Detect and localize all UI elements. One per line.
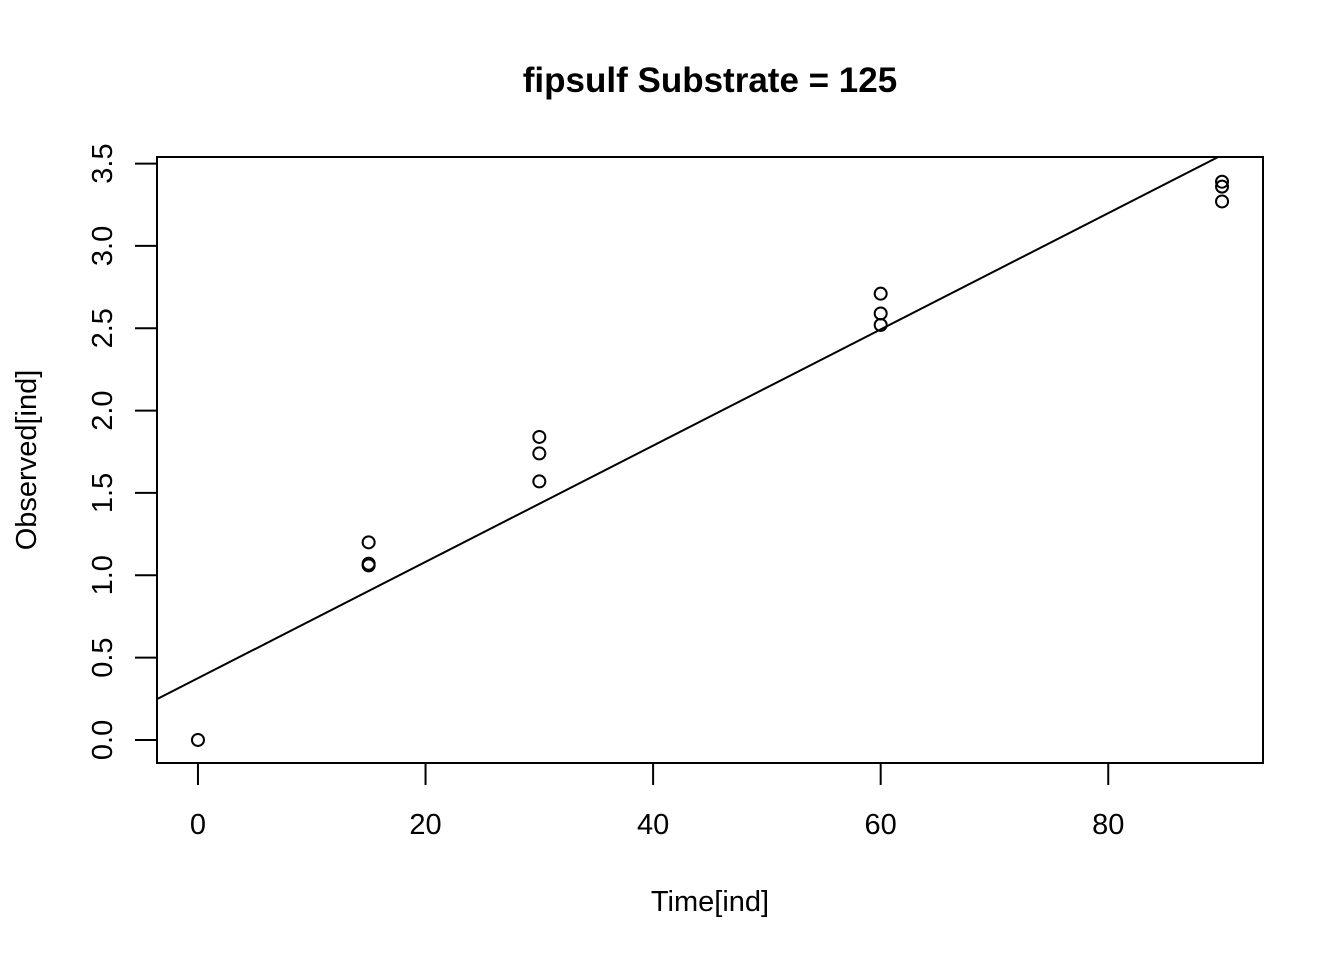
y-tick-label: 0.5: [87, 637, 119, 677]
data-point: [873, 286, 888, 301]
x-tick-label: 20: [409, 809, 441, 841]
fit-line: [157, 157, 1221, 701]
data-point: [361, 535, 376, 550]
chart-title: fipsulf Substrate = 125: [523, 61, 897, 100]
y-axis-label: Observed[ind]: [11, 370, 43, 551]
x-tick-label: 60: [865, 809, 897, 841]
data-point: [190, 732, 205, 747]
y-tick-label: 2.0: [87, 390, 119, 430]
y-tick-label: 0.0: [87, 720, 119, 760]
data-point: [532, 429, 547, 444]
x-axis-label: Time[ind]: [651, 886, 769, 918]
data-point: [532, 474, 547, 489]
x-tick-label: 0: [190, 809, 206, 841]
plot-area: 0 20 40 60 80 0.0 0.5 1.0 1.5 2.0 2.5 3.0 3.5: [87, 143, 1264, 841]
y-tick-label: 1.5: [87, 473, 119, 513]
plot-frame: [156, 156, 1264, 764]
data-point: [532, 446, 547, 461]
data-point: [1215, 194, 1230, 209]
data-point: [873, 317, 888, 332]
y-tick-label: 3.5: [87, 143, 119, 183]
data-point: [1215, 174, 1230, 189]
x-tick-label: 40: [637, 809, 669, 841]
x-tick-label: 80: [1092, 809, 1124, 841]
y-tick-label: 3.0: [87, 226, 119, 266]
y-tick-label: 2.5: [87, 308, 119, 348]
data-point: [873, 306, 888, 321]
y-tick-label: 1.0: [87, 555, 119, 595]
data-point: [361, 558, 376, 573]
data-point: [1215, 179, 1230, 194]
